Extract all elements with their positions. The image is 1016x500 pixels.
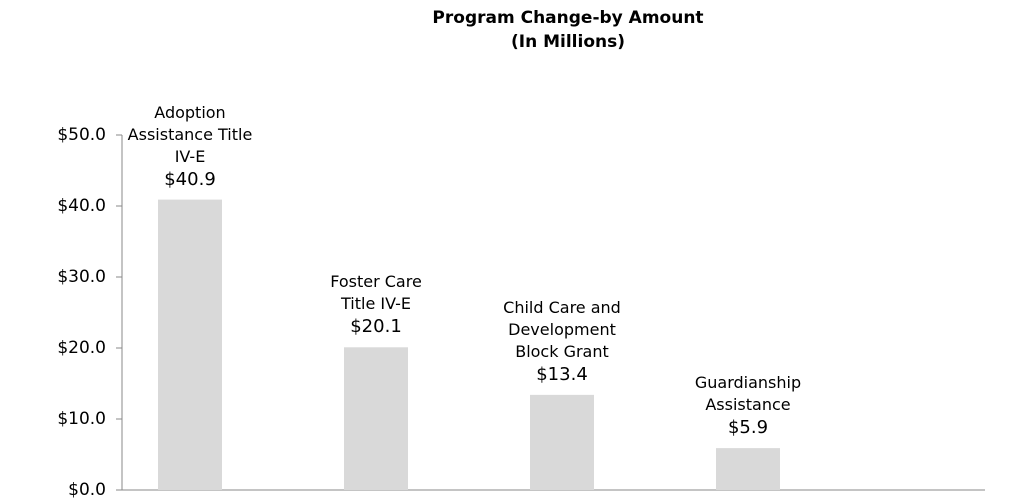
bar-label: Guardianship Assistance $5.9 (638, 372, 858, 440)
category-label: Adoption Assistance Title IV-E (127, 102, 253, 166)
category-label: Guardianship Assistance (694, 373, 802, 415)
value-label: $20.1 (350, 316, 402, 338)
category-label: Foster Care Title IV-E (330, 272, 422, 314)
value-label: $40.9 (164, 168, 216, 190)
bar (344, 347, 408, 490)
bar-label: Foster Care Title IV-E $20.1 (266, 271, 486, 339)
chart-title: Program Change-by Amount (432, 8, 704, 28)
bar-label: Adoption Assistance Title IV-E $40.9 (80, 102, 300, 192)
bar (158, 199, 222, 491)
bar (716, 448, 780, 490)
category-label: Child Care and Development Block Grant (503, 297, 621, 361)
value-label: $5.9 (727, 417, 769, 439)
y-tick-label: $0.0 (68, 480, 106, 500)
y-tick-label: $10.0 (57, 409, 106, 429)
y-tick-label: $50.0 (57, 125, 106, 145)
y-tick-label: $20.0 (57, 338, 106, 358)
y-tick-label: $30.0 (57, 267, 106, 287)
bar-label: Child Care and Development Block Grant $1… (452, 297, 672, 387)
y-tick-label: $40.0 (57, 196, 106, 216)
value-label: $13.4 (536, 363, 588, 385)
bar (530, 394, 594, 490)
chart-subtitle: (In Millions) (510, 32, 625, 52)
